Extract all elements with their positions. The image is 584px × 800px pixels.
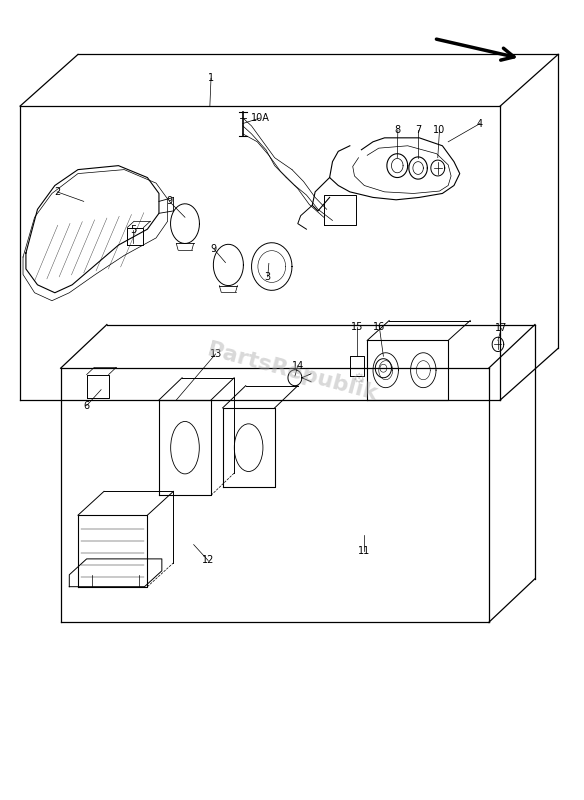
Text: 9: 9 <box>166 196 172 206</box>
Text: 10A: 10A <box>251 113 270 123</box>
Text: 9: 9 <box>211 244 217 254</box>
Ellipse shape <box>234 424 263 471</box>
Text: ⚙: ⚙ <box>352 371 365 386</box>
Text: 17: 17 <box>495 323 507 334</box>
Text: 14: 14 <box>291 361 304 371</box>
Text: 11: 11 <box>358 546 370 556</box>
Text: 1: 1 <box>208 74 214 83</box>
Text: 4: 4 <box>477 118 483 129</box>
Text: 16: 16 <box>373 322 385 332</box>
Text: 3: 3 <box>265 272 271 282</box>
Text: 12: 12 <box>202 555 214 566</box>
Text: PartsRepublik: PartsRepublik <box>205 340 379 405</box>
Text: 8: 8 <box>395 125 401 135</box>
Text: 6: 6 <box>84 401 90 410</box>
Ellipse shape <box>171 422 199 474</box>
Text: 7: 7 <box>415 125 421 135</box>
Text: 5: 5 <box>130 225 136 235</box>
Text: 15: 15 <box>350 322 363 332</box>
Text: 2: 2 <box>54 187 60 197</box>
Text: 10: 10 <box>433 125 446 135</box>
Text: 13: 13 <box>210 349 222 359</box>
